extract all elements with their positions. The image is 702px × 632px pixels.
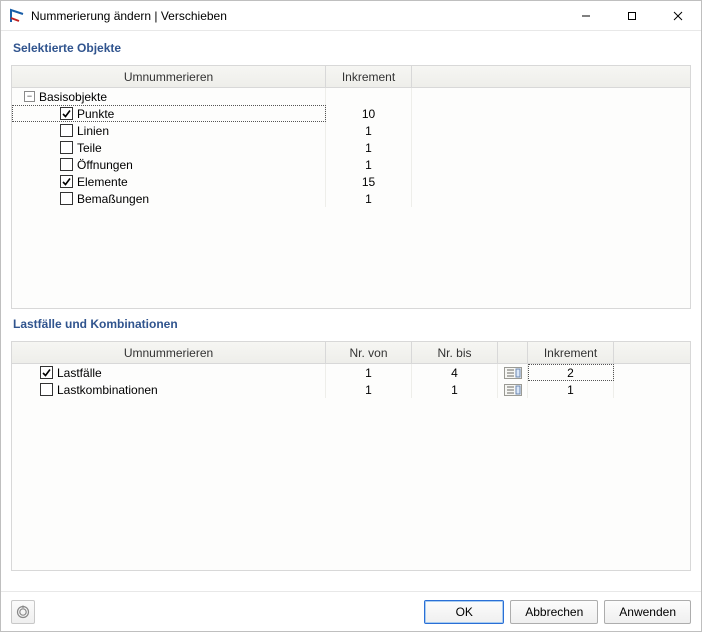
- column-header-spacer: [412, 66, 690, 87]
- cell-increment[interactable]: 1: [326, 122, 412, 139]
- minimize-button[interactable]: [563, 1, 609, 31]
- expand-toggle-icon[interactable]: −: [24, 91, 35, 102]
- cell-spacer: [614, 381, 690, 398]
- column-header-spacer: [614, 342, 690, 363]
- checkbox[interactable]: [40, 366, 53, 379]
- cell-spacer: [412, 173, 690, 190]
- close-button[interactable]: [655, 1, 701, 31]
- column-header-picker: [498, 342, 528, 363]
- grid-selected-objects: Umnummerieren Inkrement −BasisobjektePun…: [11, 65, 691, 309]
- grid-body[interactable]: Lastfälle142Lastkombinationen111: [12, 364, 690, 570]
- cell-range-picker[interactable]: [498, 364, 528, 381]
- cell-range-picker[interactable]: [498, 381, 528, 398]
- row-label: Punkte: [77, 107, 114, 121]
- range-picker-icon[interactable]: [503, 366, 523, 380]
- column-header-to[interactable]: Nr. bis: [412, 342, 498, 363]
- row-label: Lastfälle: [57, 366, 102, 380]
- section-label-selected-objects: Selektierte Objekte: [11, 39, 691, 59]
- grid-header: Umnummerieren Nr. von Nr. bis Inkrement: [12, 342, 690, 364]
- window-controls: [563, 1, 701, 31]
- grid-load-cases: Umnummerieren Nr. von Nr. bis Inkrement …: [11, 341, 691, 571]
- column-header-increment[interactable]: Inkrement: [528, 342, 614, 363]
- cell-spacer: [412, 88, 690, 105]
- apply-button[interactable]: Anwenden: [604, 600, 691, 624]
- row-label: Teile: [77, 141, 102, 155]
- cell-spacer: [614, 364, 690, 381]
- cell-name[interactable]: Lastkombinationen: [12, 381, 326, 398]
- column-header-increment[interactable]: Inkrement: [326, 66, 412, 87]
- table-row[interactable]: Linien 1: [12, 122, 690, 139]
- table-row[interactable]: Punkte 10: [12, 105, 690, 122]
- table-row[interactable]: Bemaßungen 1: [12, 190, 690, 207]
- table-row[interactable]: Elemente 15: [12, 173, 690, 190]
- app-icon: [9, 8, 25, 24]
- grid-body[interactable]: −BasisobjektePunkte10Linien1Teile1Öffnun…: [12, 88, 690, 308]
- dialog-content: Selektierte Objekte Umnummerieren Inkrem…: [1, 31, 701, 591]
- checkbox[interactable]: [60, 158, 73, 171]
- table-row[interactable]: Lastkombinationen111: [12, 381, 690, 398]
- maximize-button[interactable]: [609, 1, 655, 31]
- cell-name[interactable]: −Basisobjekte: [12, 88, 326, 105]
- cell-increment[interactable]: 15: [326, 173, 412, 190]
- checkbox[interactable]: [60, 175, 73, 188]
- cell-spacer: [412, 139, 690, 156]
- checkbox[interactable]: [60, 107, 73, 120]
- column-header-name[interactable]: Umnummerieren: [12, 66, 326, 87]
- column-header-name[interactable]: Umnummerieren: [12, 342, 326, 363]
- section-label-load-cases: Lastfälle und Kombinationen: [11, 315, 691, 335]
- table-row[interactable]: Teile 1: [12, 139, 690, 156]
- cell-increment[interactable]: 10: [326, 105, 412, 122]
- row-label: Linien: [77, 124, 109, 138]
- ok-button[interactable]: OK: [424, 600, 504, 624]
- column-header-from[interactable]: Nr. von: [326, 342, 412, 363]
- cell-to[interactable]: 4: [412, 364, 498, 381]
- table-row[interactable]: Lastfälle 14 2: [12, 364, 690, 381]
- row-label: Lastkombinationen: [57, 383, 158, 397]
- cell-spacer: [412, 122, 690, 139]
- row-label: Bemaßungen: [77, 192, 149, 206]
- cell-increment[interactable]: 1: [326, 139, 412, 156]
- cell-spacer: [412, 156, 690, 173]
- cell-increment[interactable]: 1: [528, 381, 614, 398]
- cell-name[interactable]: Bemaßungen: [12, 190, 326, 207]
- cell-name[interactable]: Linien: [12, 122, 326, 139]
- row-label: Öffnungen: [77, 158, 133, 172]
- cell-spacer: [412, 105, 690, 122]
- cell-increment[interactable]: 1: [326, 190, 412, 207]
- cell-increment[interactable]: 1: [326, 156, 412, 173]
- tree-parent-row[interactable]: −Basisobjekte: [12, 88, 690, 105]
- titlebar: Nummerierung ändern | Verschieben: [1, 1, 701, 31]
- table-row[interactable]: Öffnungen 1: [12, 156, 690, 173]
- cell-increment[interactable]: 2: [528, 364, 614, 381]
- tree-parent-label: Basisobjekte: [39, 90, 107, 104]
- checkbox[interactable]: [40, 383, 53, 396]
- cell-name[interactable]: Öffnungen: [12, 156, 326, 173]
- checkbox[interactable]: [60, 124, 73, 137]
- row-label: Elemente: [77, 175, 128, 189]
- help-button[interactable]: [11, 600, 35, 624]
- cell-from[interactable]: 1: [326, 364, 412, 381]
- checkbox[interactable]: [60, 192, 73, 205]
- window-title: Nummerierung ändern | Verschieben: [31, 9, 563, 23]
- cell-name[interactable]: Teile: [12, 139, 326, 156]
- range-picker-icon[interactable]: [503, 383, 523, 397]
- cell-name[interactable]: Punkte: [12, 105, 326, 122]
- cell-name[interactable]: Elemente: [12, 173, 326, 190]
- cell-name[interactable]: Lastfälle: [12, 364, 326, 381]
- cell-spacer: [412, 190, 690, 207]
- checkbox[interactable]: [60, 141, 73, 154]
- cell-to[interactable]: 1: [412, 381, 498, 398]
- cell-increment: [326, 88, 412, 105]
- dialog-footer: OK Abbrechen Anwenden: [1, 591, 701, 631]
- cell-from[interactable]: 1: [326, 381, 412, 398]
- grid-header: Umnummerieren Inkrement: [12, 66, 690, 88]
- cancel-button[interactable]: Abbrechen: [510, 600, 598, 624]
